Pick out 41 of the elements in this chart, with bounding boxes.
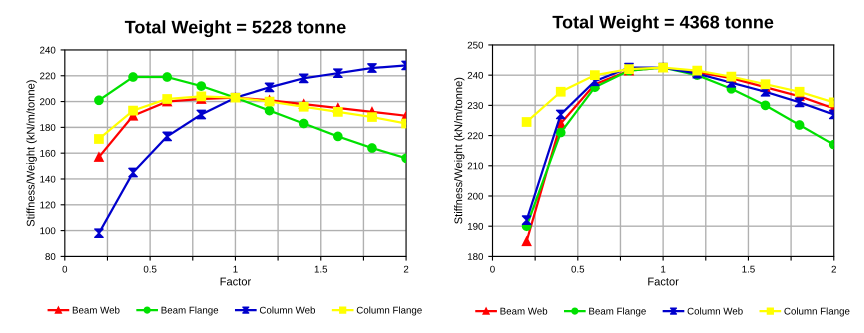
legend-label: Column Web: [260, 306, 316, 314]
y-axis-title: Stiffness/Weight (kN/m/tonne): [454, 78, 464, 224]
y-tick-label: 180: [40, 124, 56, 131]
y-tick-label: 80: [45, 253, 56, 260]
legend-label: Column Flange: [356, 306, 422, 316]
y-tick-label: 200: [40, 98, 56, 106]
x-tick-label: 1: [233, 266, 238, 272]
legend-label: Beam Flange: [162, 306, 218, 316]
y-tick-label: 160: [40, 150, 56, 157]
y-tick-label: 250: [468, 42, 484, 49]
x-axis-title: Factor: [648, 278, 679, 286]
y-tick-label: 180: [468, 253, 484, 260]
y-tick-label: 220: [40, 72, 56, 80]
y-tick-label: 210: [468, 162, 484, 170]
x-tick-label: 1.5: [314, 266, 328, 273]
y-tick-label: 100: [40, 227, 56, 234]
x-tick-label: 1: [661, 266, 666, 272]
y-tick-label: 140: [40, 176, 56, 183]
y-tick-label: 240: [40, 46, 56, 54]
x-tick-label: 0: [490, 266, 495, 273]
y-axis-title: Stiffness/Weight (kN/m/tonne): [26, 80, 37, 226]
y-tick-label: 230: [468, 102, 484, 109]
y-tick-label: 240: [468, 72, 484, 79]
legend-label: Column Flange: [784, 307, 850, 317]
legend-label: Beam Web: [500, 307, 548, 315]
x-tick-label: 1.5: [742, 266, 755, 273]
y-tick-label: 190: [468, 222, 484, 230]
x-tick-label: 2: [832, 266, 836, 272]
legend-label: Beam Flange: [589, 307, 646, 317]
legend-label: Beam Web: [72, 306, 120, 314]
x-tick-label: 0.5: [571, 266, 584, 273]
y-tick-label: 220: [468, 132, 484, 140]
x-axis-title: Factor: [220, 278, 251, 286]
x-tick-label: 0.5: [144, 266, 156, 273]
x-tick-label: 0: [62, 266, 68, 273]
chart-title: Total Weight = 4368 tonne: [552, 15, 774, 32]
legend-label: Column Web: [688, 307, 743, 315]
y-tick-label: 200: [468, 192, 484, 200]
x-tick-label: 2: [404, 266, 408, 272]
chart-title: Total Weight = 5228 tonne: [124, 20, 346, 38]
y-tick-label: 120: [40, 202, 56, 208]
